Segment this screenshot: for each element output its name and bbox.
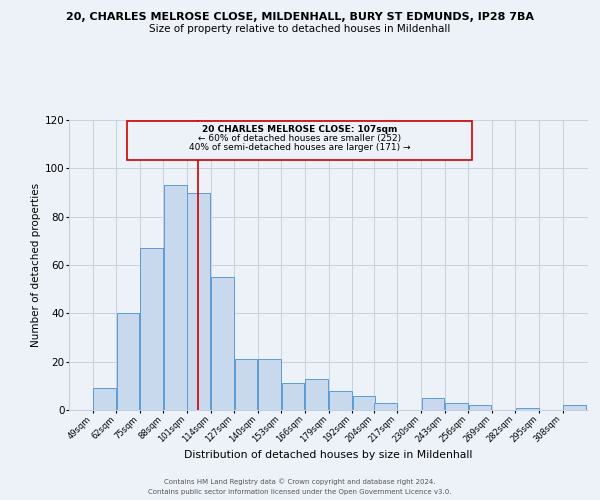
- Bar: [422, 398, 444, 410]
- Bar: [116, 314, 139, 410]
- Bar: [374, 403, 397, 410]
- Text: 20, CHARLES MELROSE CLOSE, MILDENHALL, BURY ST EDMUNDS, IP28 7BA: 20, CHARLES MELROSE CLOSE, MILDENHALL, B…: [66, 12, 534, 22]
- Bar: [282, 384, 304, 410]
- Text: Contains public sector information licensed under the Open Government Licence v3: Contains public sector information licen…: [148, 489, 452, 495]
- Bar: [563, 405, 586, 410]
- Text: 20 CHARLES MELROSE CLOSE: 107sqm: 20 CHARLES MELROSE CLOSE: 107sqm: [202, 126, 397, 134]
- Bar: [469, 405, 491, 410]
- Text: Contains HM Land Registry data © Crown copyright and database right 2024.: Contains HM Land Registry data © Crown c…: [164, 478, 436, 485]
- Bar: [164, 185, 187, 410]
- Bar: [140, 248, 163, 410]
- Y-axis label: Number of detached properties: Number of detached properties: [31, 183, 41, 347]
- Bar: [353, 396, 375, 410]
- Bar: [305, 378, 328, 410]
- Text: Size of property relative to detached houses in Mildenhall: Size of property relative to detached ho…: [149, 24, 451, 34]
- Text: ← 60% of detached houses are smaller (252): ← 60% of detached houses are smaller (25…: [198, 134, 401, 143]
- Bar: [211, 277, 233, 410]
- Bar: [235, 359, 257, 410]
- Bar: [445, 403, 468, 410]
- Text: 40% of semi-detached houses are larger (171) →: 40% of semi-detached houses are larger (…: [189, 143, 410, 152]
- Bar: [258, 359, 281, 410]
- FancyBboxPatch shape: [127, 121, 472, 160]
- Bar: [516, 408, 539, 410]
- Bar: [329, 390, 352, 410]
- X-axis label: Distribution of detached houses by size in Mildenhall: Distribution of detached houses by size …: [184, 450, 473, 460]
- Bar: [93, 388, 116, 410]
- Bar: [187, 192, 210, 410]
